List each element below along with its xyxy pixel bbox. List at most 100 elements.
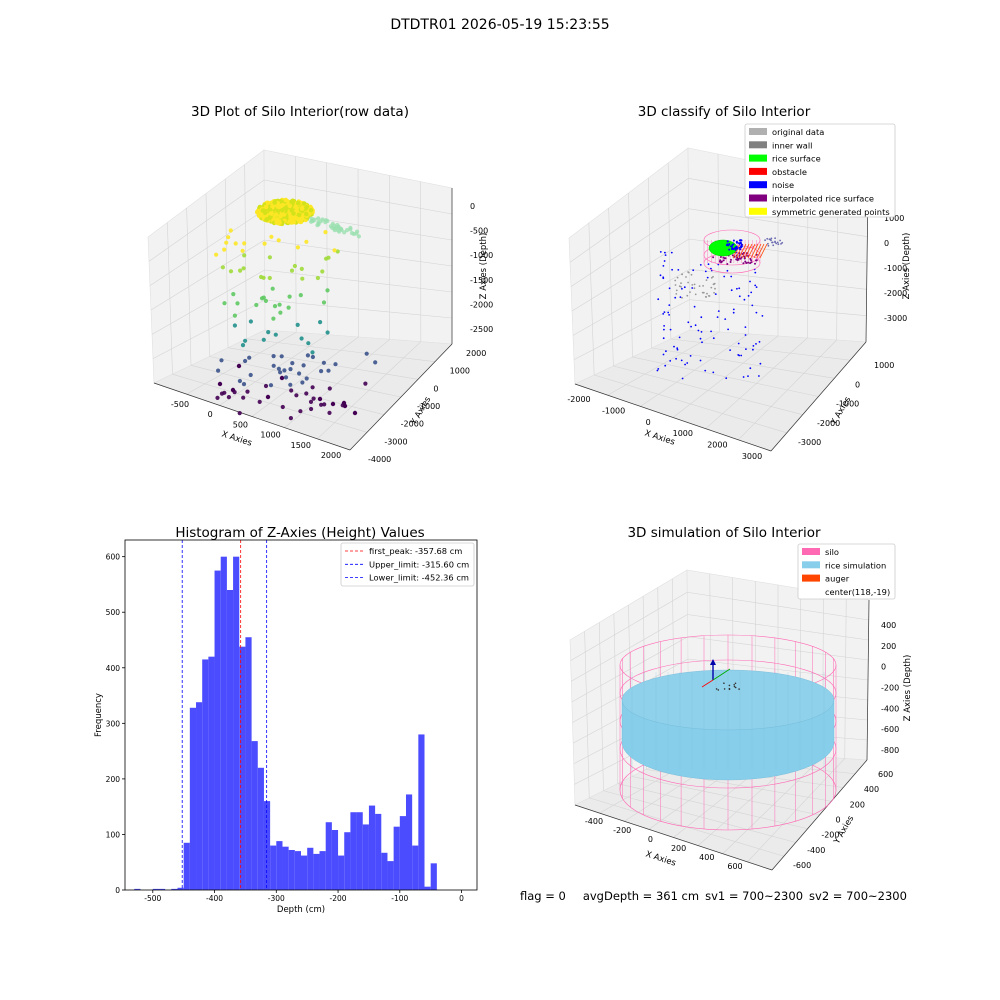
data-point (724, 318, 727, 320)
data-point (664, 254, 667, 256)
data-point (697, 329, 700, 332)
data-point (237, 411, 242, 416)
y-tick-label: -2000 (401, 420, 424, 429)
data-point (248, 319, 253, 324)
data-point (321, 300, 327, 305)
x-tick-label: 1500 (291, 441, 311, 450)
data-point (690, 325, 692, 328)
data-point (301, 201, 307, 206)
data-point (744, 334, 747, 336)
data-point (668, 304, 671, 306)
y-tick-label: 300 (106, 719, 121, 728)
data-point (279, 375, 285, 381)
data-point (675, 357, 677, 360)
y-axis-line (771, 759, 868, 871)
grid-line (571, 636, 688, 703)
data-point (657, 368, 660, 370)
data-point (693, 305, 696, 308)
data-point (706, 292, 708, 295)
data-point (742, 262, 745, 265)
x-tick-label: 2000 (707, 441, 727, 450)
data-point (315, 275, 320, 281)
data-point (236, 363, 242, 369)
histogram-bar (282, 846, 289, 890)
data-point (242, 241, 247, 246)
z-axis-title: Z Axies (Depth) (903, 655, 913, 722)
data-point (287, 294, 292, 299)
data-point (224, 240, 229, 245)
data-point (278, 214, 283, 219)
y-tick-label: -200 (821, 831, 839, 840)
legend-swatch (749, 141, 767, 149)
data-point (341, 400, 347, 406)
data-point (730, 289, 733, 292)
auger-axis (712, 668, 731, 681)
data-point (702, 285, 704, 287)
data-point (693, 283, 696, 286)
data-point (247, 355, 252, 360)
auger-point (733, 684, 735, 686)
data-point (681, 296, 683, 299)
y-tick-label: 200 (106, 775, 121, 784)
data-point (288, 416, 293, 421)
z-tick-label: -400 (881, 704, 899, 713)
grid-line (687, 658, 869, 681)
data-point (214, 252, 219, 257)
data-point (704, 270, 707, 273)
data-point (215, 395, 220, 400)
data-point (319, 369, 324, 374)
y-tick-label: -400 (807, 846, 825, 855)
data-point (705, 279, 708, 281)
grid-line (687, 636, 869, 661)
data-point (324, 256, 329, 261)
data-point (288, 382, 293, 387)
x-tick-label: 3000 (742, 452, 762, 461)
data-point (664, 364, 667, 367)
data-point (298, 293, 303, 298)
data-point (219, 358, 224, 363)
data-point (289, 388, 294, 393)
data-point (670, 251, 673, 254)
y-tick-label: 0 (115, 886, 120, 895)
data-point (272, 200, 278, 205)
data-point (241, 395, 246, 400)
data-point (752, 345, 755, 347)
y-tick-label: -1000 (836, 400, 859, 409)
y-tick-label: -3000 (798, 438, 821, 447)
grid-line (571, 614, 688, 682)
z-tick-label: 0 (470, 202, 475, 211)
data-point (730, 245, 732, 248)
histogram-bar (362, 824, 369, 890)
data-point (777, 243, 780, 246)
z-tick-label: -600 (881, 725, 899, 734)
data-point (322, 402, 327, 407)
legend-swatch (749, 154, 767, 162)
z-tick-label: 0 (881, 663, 886, 672)
data-point (231, 292, 236, 297)
data-point (771, 241, 774, 244)
data-point (737, 354, 740, 356)
y-tick-label: 1000 (450, 367, 470, 376)
x-tick-label: -2000 (567, 395, 590, 404)
y-axis-title: Y Axies (829, 395, 854, 428)
data-point (283, 197, 289, 203)
histogram-bar (177, 887, 184, 890)
data-point (335, 249, 340, 254)
data-point (266, 330, 271, 335)
panel-histogram: Histogram of Z-Axies (Height) Values -50… (94, 525, 478, 915)
data-point (710, 267, 712, 270)
data-point (677, 269, 680, 271)
data-point (286, 305, 291, 310)
auger-point (728, 687, 731, 690)
data-point (289, 207, 294, 213)
data-point (698, 285, 701, 287)
data-point (232, 313, 237, 318)
histogram-bar (220, 556, 227, 890)
data-point (305, 353, 310, 358)
obstacle-stripe (756, 243, 765, 259)
data-point (662, 265, 665, 267)
data-point (742, 376, 745, 378)
data-point (311, 396, 316, 401)
data-point (277, 220, 282, 226)
data-point (263, 298, 268, 303)
